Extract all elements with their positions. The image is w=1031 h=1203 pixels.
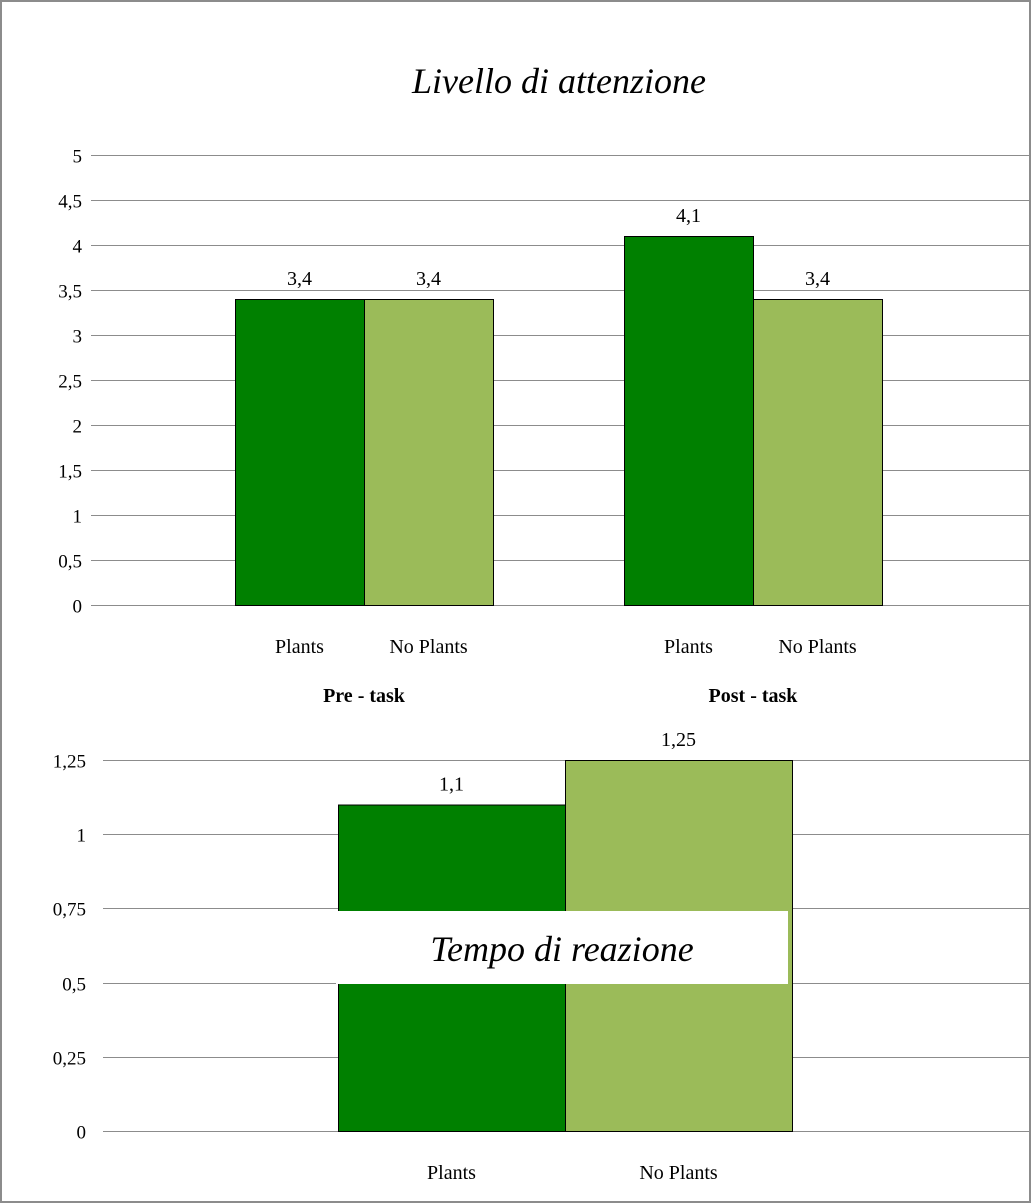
y-tick-label: 3,5 xyxy=(58,282,82,303)
bar xyxy=(235,299,365,606)
data-label: 4,1 xyxy=(676,205,701,227)
bar xyxy=(753,299,883,606)
data-label: 3,4 xyxy=(805,268,830,290)
data-label: 1,25 xyxy=(661,729,696,751)
y-tick-label: 2,5 xyxy=(58,372,82,393)
y-tick-label: 1 xyxy=(77,826,87,847)
bar xyxy=(364,299,494,606)
chart-panel-reaction-time: 0 0,25 0,5 0,75 1 1,25 1,1 Plants 1,25 No Plants T… xyxy=(0,719,1031,1203)
chart-title: Tempo di reazione xyxy=(430,929,693,969)
y-tick-label: 1 xyxy=(73,507,83,528)
chart-panel-attention: 0 0,5 1 1,5 2 2,5 3 3,5 4 4,5 5 3,4 Plants 3,4 No Plan… xyxy=(0,0,1031,719)
y-tick-label: 4 xyxy=(73,237,83,258)
y-tick-label: 0,5 xyxy=(58,552,82,573)
y-tick-label: 0 xyxy=(77,1123,87,1144)
x-category-label: Plants xyxy=(427,1162,476,1184)
y-tick-label: 4,5 xyxy=(58,192,82,213)
x-category-label: No Plants xyxy=(778,636,857,658)
x-category-label: Plants xyxy=(664,636,713,658)
y-tick-label: 2 xyxy=(73,417,83,438)
bar xyxy=(624,236,754,606)
data-label: 1,1 xyxy=(439,774,464,796)
y-tick-label: 1,5 xyxy=(58,462,82,483)
y-tick-label: 1,25 xyxy=(53,752,86,773)
y-tick-label: 0,75 xyxy=(53,900,86,921)
y-tick-label: 0,5 xyxy=(62,975,86,996)
y-tick-label: 3 xyxy=(73,327,83,348)
y-tick-label: 5 xyxy=(73,147,83,168)
y-tick-label: 0 xyxy=(73,597,83,618)
data-label: 3,4 xyxy=(416,268,441,290)
chart-title: Livello di attenzione xyxy=(411,61,706,101)
reaction-time-bar-chart: 0 0,25 0,5 0,75 1 1,25 1,1 Plants 1,25 No Plants T… xyxy=(53,729,1031,1184)
x-category-label: No Plants xyxy=(389,636,468,658)
x-group-label: Pre - task xyxy=(323,685,406,707)
x-category-label: Plants xyxy=(275,636,324,658)
y-tick-label: 0,25 xyxy=(53,1049,86,1070)
x-category-label: No Plants xyxy=(639,1162,718,1184)
x-group-label: Post - task xyxy=(709,685,799,707)
data-label: 3,4 xyxy=(287,268,312,290)
attention-bar-chart: 0 0,5 1 1,5 2 2,5 3 3,5 4 4,5 5 3,4 Plants 3,4 No Plan… xyxy=(58,61,1031,707)
chart-title-background xyxy=(336,911,788,984)
